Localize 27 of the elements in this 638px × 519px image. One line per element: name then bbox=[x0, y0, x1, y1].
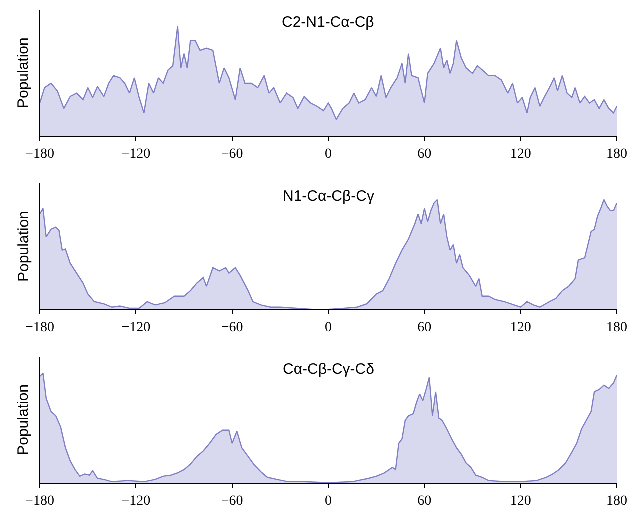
x-tick-label: −120 bbox=[122, 320, 151, 336]
x-tick-label: 180 bbox=[606, 320, 628, 336]
x-tick-label: 60 bbox=[418, 320, 432, 336]
chart-title: Cα-Cβ-Cγ-Cδ bbox=[283, 361, 374, 378]
x-tick-label: −120 bbox=[122, 146, 151, 162]
chart-title: C2-N1-Cα-Cβ bbox=[282, 14, 375, 31]
x-tick-label: 120 bbox=[510, 320, 532, 336]
x-tick-label: 60 bbox=[418, 494, 432, 509]
y-axis-title: Population bbox=[15, 211, 32, 282]
x-tick-label: 0 bbox=[325, 494, 332, 509]
x-tick-label: 60 bbox=[418, 146, 432, 162]
y-axis-title: Population bbox=[15, 384, 32, 456]
x-tick-label: −180 bbox=[26, 320, 54, 336]
x-tick-label: −60 bbox=[221, 320, 244, 336]
y-axis-title: Population bbox=[15, 38, 32, 109]
chart-title: N1-Cα-Cβ-Cγ bbox=[283, 188, 375, 205]
x-tick-label: 120 bbox=[510, 146, 532, 162]
x-tick-label: 180 bbox=[606, 494, 628, 509]
x-tick-label: 120 bbox=[510, 494, 532, 509]
x-tick-label: −180 bbox=[26, 494, 54, 509]
x-tick-label: 180 bbox=[606, 146, 628, 162]
x-tick-label: −60 bbox=[221, 494, 244, 509]
x-tick-label: −120 bbox=[122, 494, 151, 509]
x-tick-label: 0 bbox=[325, 146, 332, 162]
x-tick-label: −60 bbox=[221, 146, 244, 162]
x-tick-label: −180 bbox=[26, 146, 54, 162]
x-tick-label: 0 bbox=[325, 320, 332, 336]
